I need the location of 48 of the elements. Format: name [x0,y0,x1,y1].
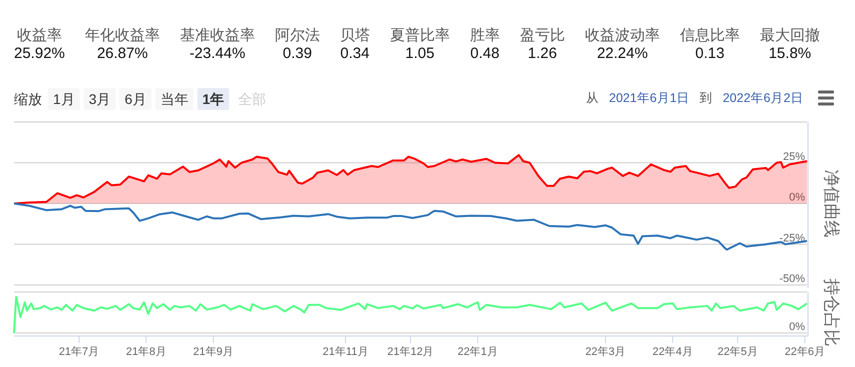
text: 3月 [88,91,111,107]
y-axis-title: 持仓占比 [822,278,841,346]
text: 阿尔法 [274,27,320,44]
text: 26.87% [96,45,148,62]
text: 0.34 [340,45,370,62]
text: 0.39 [282,45,312,62]
x-tick-label: 21年12月 [387,346,434,358]
text: 1年 [202,91,224,107]
x-tick-label: 21年8月 [126,346,166,358]
text: 收益率 [16,27,62,44]
text: 1.26 [528,45,557,62]
y-axis-title: 净值曲线 [822,170,841,238]
x-tick-label: 22年3月 [585,346,626,358]
text: 2021年6月1日 [609,91,690,105]
text: 6月 [124,91,146,107]
text: 信息比率 [680,27,740,44]
text: 1.05 [405,45,434,62]
text: 最大回撤 [760,27,820,44]
text: 基准收益率 [180,27,255,44]
text: 1月 [53,91,75,107]
x-tick-label: 21年9月 [193,346,234,358]
text: -23.44% [189,45,246,62]
x-tick-label: 21年11月 [322,346,368,358]
y-tick-label: 25% [782,150,806,163]
x-tick-label: 22年4月 [652,346,693,358]
text: 缩放 [14,91,42,107]
text: 2022年6月2日 [722,91,804,105]
text: 收益波动率 [584,27,660,44]
x-tick-label: 21年7月 [58,346,100,358]
x-tick-label: 22年6月 [784,346,826,358]
y-tick-label: -50% [779,273,806,285]
text: 从 [586,91,599,105]
text: 0.48 [470,45,500,62]
text: 盈亏比 [520,27,565,44]
text: 22.24% [596,45,648,62]
y-tick-label: 0% [789,192,806,204]
text: 到 [700,91,713,105]
text: 15.8% [768,45,812,62]
text: 夏普比率 [390,27,450,44]
text: 胜率 [470,27,500,44]
text: 0.13 [695,45,724,62]
text: 当年 [160,91,188,107]
x-tick-label: 22年1月 [457,346,498,358]
text: 年化收益率 [84,27,160,44]
y-tick-label: -25% [779,232,806,244]
x-tick-label: 22年5月 [717,346,758,358]
text: 25.92% [14,45,65,62]
text: 贝塔 [340,27,370,44]
